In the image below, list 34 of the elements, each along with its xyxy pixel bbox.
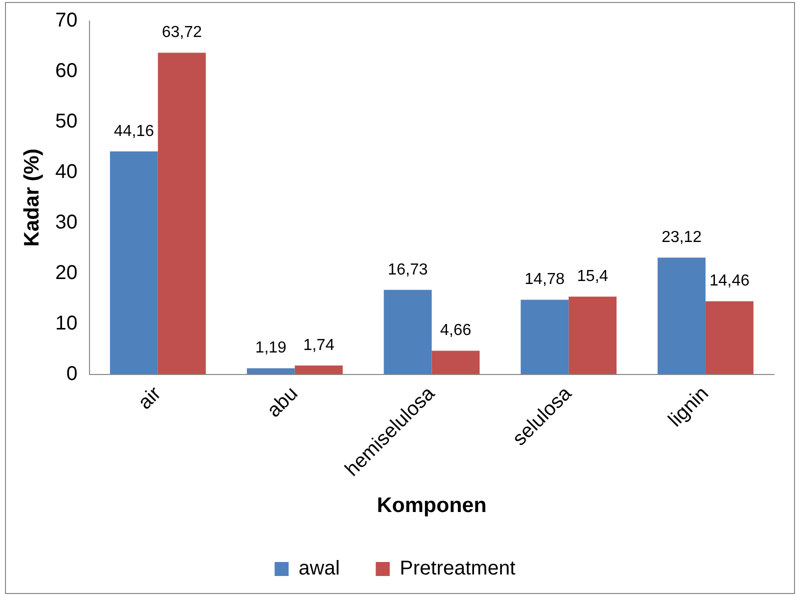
y-axis-title: Kadar (%)	[20, 148, 44, 247]
x-axis-title: Komponen	[376, 494, 487, 518]
data-label: 1,19	[255, 340, 287, 357]
bar	[658, 258, 706, 374]
y-tick-label: 10	[55, 312, 78, 334]
bar	[384, 290, 432, 374]
y-tick-label: 60	[55, 60, 78, 82]
bar	[158, 52, 206, 374]
legend-label: awal	[298, 558, 340, 580]
y-tick-label: 70	[55, 10, 78, 32]
x-tick-label: air	[134, 382, 166, 414]
data-label: 4,66	[440, 322, 472, 340]
data-label: 1,74	[303, 336, 334, 354]
y-tick-label: 30	[55, 211, 78, 234]
data-label: 15,4	[577, 268, 608, 285]
data-label: 14,46	[709, 272, 750, 290]
bar	[520, 300, 569, 374]
data-label: 23,12	[662, 229, 702, 246]
data-label: 63,72	[162, 24, 202, 42]
y-tick-label: 0	[66, 362, 78, 385]
bar	[568, 296, 617, 374]
data-label: 44,16	[114, 122, 154, 140]
data-label: 14,78	[524, 271, 565, 288]
bar	[294, 366, 343, 374]
legend-label: Pretreatment	[400, 558, 516, 580]
bar	[110, 151, 158, 374]
y-tick-label: 20	[55, 262, 78, 284]
bar	[246, 368, 295, 374]
x-tick-label: abu	[263, 382, 302, 422]
y-tick-label: 50	[55, 110, 78, 132]
y-tick-label: 40	[55, 160, 78, 183]
data-label: 16,73	[388, 261, 428, 278]
bar	[432, 350, 480, 374]
bar	[706, 301, 754, 374]
